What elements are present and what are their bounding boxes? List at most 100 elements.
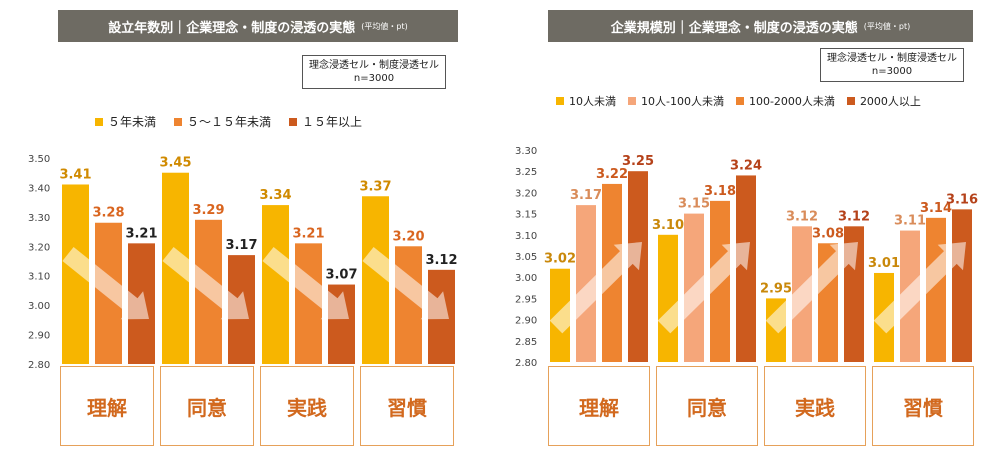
data-label: 3.28 [92,206,124,221]
y-tick-label: 3.25 [515,167,537,178]
y-tick-label: 3.30 [28,213,50,224]
legend-label: １５年以上 [302,115,363,129]
data-label: 3.34 [259,188,291,203]
y-tick-label: 3.30 [515,146,537,157]
chart-legend: ５年未満 ５～１５年未満 １５年以上 [95,113,362,130]
category-box: 同意 [160,366,254,446]
chart-title-note: (平均値・pt) [361,21,408,31]
data-label: 3.45 [159,156,191,171]
trend-arrow [549,242,642,334]
data-label: 3.12 [786,209,818,224]
data-label: 3.20 [392,229,424,244]
trend-arrow [657,242,750,334]
legend-item: 10人-100人未満 [628,93,724,109]
bar [926,217,946,362]
trend-arrow [262,247,349,320]
data-label: 3.07 [325,268,357,283]
sample-label: 理念浸透セル・制度浸透セル [827,53,957,64]
y-tick-label: 3.15 [515,210,537,221]
data-label: 3.10 [652,218,684,233]
category-box: 理解 [548,366,650,446]
chart-panel-company-size: 企業規模別｜企業理念・制度の浸透の実態 (平均値・pt) 理念浸透セル・制度浸透… [538,0,988,453]
y-tick-label: 3.20 [28,242,50,253]
bar [362,196,389,364]
y-tick-label: 3.40 [28,183,50,194]
data-label: 3.41 [59,167,91,182]
legend-item: 10人未満 [556,93,616,109]
y-tick-label: 3.00 [28,301,50,312]
category-box: 理解 [60,366,154,446]
data-label: 3.11 [894,214,926,229]
data-label: 3.24 [730,158,762,173]
data-label: 3.18 [704,184,736,199]
data-label: 3.01 [868,256,900,271]
data-label: 3.17 [570,188,602,203]
y-tick-label: 2.85 [515,337,537,348]
chart-legend: 10人未満 10人-100人未満 100-2000人未満 2000人以上 [556,93,921,109]
data-label: 3.08 [812,226,844,241]
chart-title: 企業規模別｜企業理念・制度の浸透の実態 (平均値・pt) [548,10,973,42]
bar [262,205,289,364]
legend-swatch [735,97,744,105]
legend-label: 10人未満 [569,95,616,108]
y-tick-label: 3.00 [515,273,537,284]
y-tick-label: 3.10 [28,272,50,283]
y-tick-label: 2.80 [515,358,537,369]
y-tick-label: 2.90 [515,316,537,327]
bar [952,209,972,362]
data-label: 3.17 [225,238,257,253]
trend-arrow [362,247,449,320]
data-label: 3.21 [292,226,324,241]
y-tick-label: 3.50 [28,154,50,165]
chart-title-note: (平均値・pt) [863,21,911,31]
data-label: 3.16 [946,192,978,207]
category-label: 習慣 [387,395,427,420]
category-box: 習慣 [872,366,974,446]
category-label: 理解 [87,395,127,420]
legend-item: ５～１５年未満 [174,113,271,130]
y-tick-label: 3.20 [515,188,537,199]
legend-item: ５年未満 [95,113,156,130]
chart-title-text: 設立年数別｜企業理念・制度の浸透の実態 [108,20,356,36]
trend-arrow [873,242,966,334]
data-label: 3.25 [622,154,654,169]
chart-title: 設立年数別｜企業理念・制度の浸透の実態 (平均値・pt) [58,10,458,42]
y-tick-label: 2.95 [515,294,537,305]
data-label: 3.37 [359,179,391,194]
legend-swatch [628,97,636,105]
data-label: 3.12 [838,209,870,224]
chart-panel-founding-years: 設立年数別｜企業理念・制度の浸透の実態 (平均値・pt) 理念浸透セル・制度浸透… [50,0,490,453]
chart-title-text: 企業規模別｜企業理念・制度の浸透の実態 [610,20,858,36]
bar [658,234,678,362]
category-box: 習慣 [360,366,454,446]
y-tick-label: 2.80 [28,360,50,371]
sample-n: n=3000 [871,66,913,77]
sample-label: 理念浸透セル・制度浸透セル [309,60,439,71]
bar [576,205,596,362]
category-label: 同意 [187,395,227,420]
sample-size-box: 理念浸透セル・制度浸透セル n=3000 [820,48,964,82]
y-tick-label: 2.90 [28,331,50,342]
legend-swatch [556,97,564,105]
legend-swatch [289,117,298,126]
legend-label: 10人-100人未満 [641,95,724,108]
legend-label: ５年未満 [108,115,157,129]
category-label: 習慣 [903,395,943,420]
category-label: 同意 [687,395,727,420]
data-label: 3.22 [596,167,628,182]
category-box: 実践 [764,366,866,446]
data-label: 3.15 [678,197,710,212]
category-label: 理解 [579,395,619,420]
trend-arrow [162,247,249,320]
legend-swatch [95,117,103,126]
data-label: 2.95 [760,281,792,296]
trend-arrow [765,242,858,334]
data-label: 3.12 [425,253,457,268]
legend-label: 2000人以上 [859,95,921,108]
sample-size-box: 理念浸透セル・制度浸透セル n=3000 [302,55,446,89]
category-box: 同意 [656,366,758,446]
category-box: 実践 [260,366,354,446]
legend-label: ５～１５年未満 [187,115,272,129]
y-tick-label: 3.10 [515,231,537,242]
